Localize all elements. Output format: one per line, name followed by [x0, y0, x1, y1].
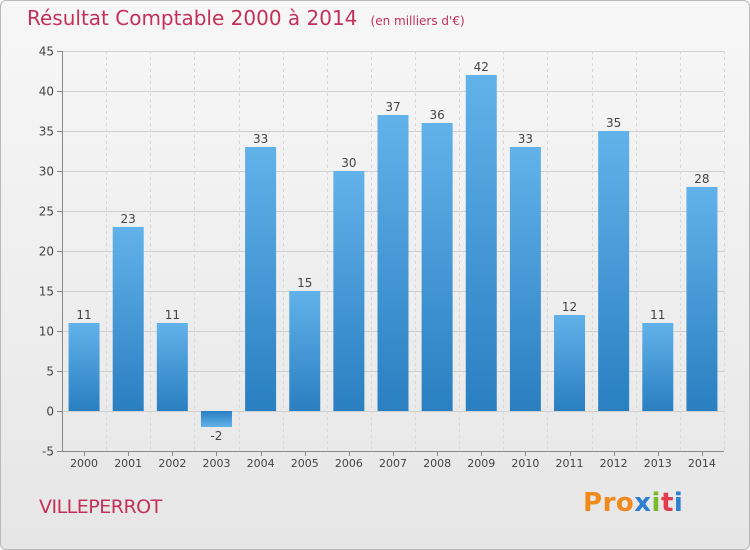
- y-tick-label: 10: [39, 325, 54, 339]
- data-label: 15: [297, 276, 312, 290]
- data-label: 42: [474, 60, 489, 74]
- bar-2011: [554, 315, 586, 411]
- bar-2004: [245, 147, 277, 411]
- data-label: 35: [606, 116, 621, 130]
- y-tick-label: 25: [39, 205, 54, 219]
- logo-letter: x: [634, 488, 652, 518]
- data-label: 11: [650, 308, 665, 322]
- x-tick-label: 2007: [379, 457, 407, 470]
- axes: [57, 51, 724, 456]
- bar-2001: [112, 227, 144, 411]
- bar-2012: [598, 131, 630, 411]
- data-label: 11: [165, 308, 180, 322]
- bars: [68, 75, 718, 427]
- x-tick-label: 2003: [202, 457, 230, 470]
- proxiti-logo: Proxiti: [583, 488, 683, 518]
- x-tick-label: 2001: [114, 457, 142, 470]
- bar-2010: [509, 147, 541, 411]
- x-tick-label: 2011: [556, 457, 584, 470]
- y-tick-label: 45: [39, 45, 54, 59]
- logo-letter: r: [602, 488, 616, 518]
- bar-2009: [465, 75, 497, 411]
- data-label: 28: [694, 172, 709, 186]
- data-label: 11: [76, 308, 91, 322]
- data-label: 23: [121, 212, 136, 226]
- logo-letter: i: [651, 488, 661, 518]
- y-tick-label: 5: [46, 365, 54, 379]
- bar-2013: [642, 323, 674, 411]
- bar-2002: [156, 323, 188, 411]
- bar-2006: [333, 171, 365, 411]
- bar-2007: [377, 115, 409, 411]
- y-tick-label: -5: [42, 445, 54, 459]
- logo-letter: P: [583, 488, 603, 518]
- y-tick-label: 35: [39, 125, 54, 139]
- data-label: -2: [210, 429, 222, 443]
- data-label: 37: [385, 100, 400, 114]
- y-tick-label: 40: [39, 85, 54, 99]
- x-tick-label: 2010: [511, 457, 539, 470]
- chart-unit-label: (en milliers d'€): [370, 14, 465, 28]
- chart-title-text: Résultat Comptable 2000 à 2014: [27, 6, 358, 30]
- x-tick-label: 2000: [70, 457, 98, 470]
- y-tick-label: 15: [39, 285, 54, 299]
- x-tick-label: 2002: [158, 457, 186, 470]
- x-tick-label: 2004: [247, 457, 275, 470]
- data-label: 36: [429, 108, 444, 122]
- x-tick-label: 2014: [688, 457, 716, 470]
- x-tick-label: 2008: [423, 457, 451, 470]
- x-tick-label: 2006: [335, 457, 363, 470]
- y-tick-label: 30: [39, 165, 54, 179]
- bar-2008: [421, 123, 453, 411]
- bar-2003: [200, 411, 232, 427]
- y-tick-label: 20: [39, 245, 54, 259]
- chart-title: Résultat Comptable 2000 à 2014 (en milli…: [27, 6, 465, 30]
- bar-2005: [289, 291, 321, 411]
- logo-letter: i: [673, 488, 684, 518]
- data-label: 33: [253, 132, 268, 146]
- x-tick-label: 2012: [600, 457, 628, 470]
- y-tick-label: 0: [46, 405, 54, 419]
- x-tick-label: 2009: [467, 457, 495, 470]
- labels: -5 0 5 10 15 20 25 30 35 40 45 11 2000 23 2001 11 2002 -2…: [39, 45, 716, 471]
- x-tick-label: 2005: [291, 457, 319, 470]
- bar-2000: [68, 323, 100, 411]
- bar-2014: [686, 187, 718, 411]
- logo-letter: o: [615, 488, 635, 518]
- data-label: 33: [518, 132, 533, 146]
- x-tick-label: 2013: [644, 457, 672, 470]
- data-label: 12: [562, 300, 577, 314]
- commune-name: VILLEPERROT: [39, 496, 162, 518]
- logo-letter: t: [660, 488, 674, 518]
- data-label: 30: [341, 156, 356, 170]
